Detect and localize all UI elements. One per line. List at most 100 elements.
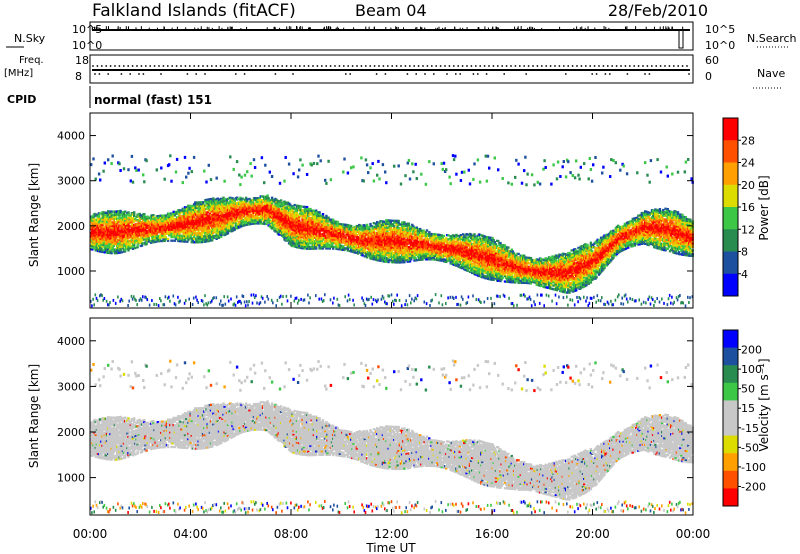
power-cell (400, 257, 404, 260)
power-cell (305, 218, 309, 221)
nave-dot (474, 65, 477, 67)
nave-dot (138, 73, 140, 75)
power-cell (102, 243, 105, 247)
power-cell (140, 298, 143, 302)
nave-dot (246, 65, 248, 67)
nave-dot (386, 65, 389, 67)
power-cell (112, 298, 115, 302)
power-cell (305, 207, 309, 211)
power-cell (321, 214, 325, 218)
nave-dot (668, 65, 671, 67)
nave-dot (615, 65, 618, 67)
power-cell (206, 303, 209, 307)
power-cell (265, 215, 268, 218)
power-cell (118, 238, 121, 242)
power-cell (289, 203, 292, 206)
nave-dot (637, 65, 640, 67)
power-cell (321, 236, 325, 239)
power-cell (275, 209, 278, 212)
power-cell (281, 302, 283, 306)
power-cell (369, 222, 372, 226)
power-cell (216, 213, 219, 217)
nave-dot (98, 73, 101, 75)
nave-dot (107, 73, 110, 75)
power-cell (222, 196, 225, 199)
power-cell (173, 239, 177, 242)
power-cell (163, 234, 166, 237)
power-cell (400, 248, 404, 251)
power-cell (134, 166, 137, 170)
power-cell (361, 296, 363, 300)
power-cell (326, 222, 329, 225)
power-cell (275, 227, 278, 230)
nave-dot (140, 65, 143, 67)
power-cell (249, 206, 252, 209)
power-cell (385, 224, 388, 227)
power-cell (201, 220, 205, 224)
power-cell (294, 296, 297, 300)
power-cell (128, 245, 131, 248)
power-cell (223, 295, 225, 299)
power-cell (301, 218, 304, 221)
power-cell (263, 211, 266, 214)
nave-dot (628, 65, 631, 67)
power-cell (102, 298, 104, 302)
power-cell (338, 237, 342, 240)
power-cell (258, 213, 261, 216)
power-cell (111, 250, 114, 253)
power-cell (394, 298, 396, 302)
power-cell (265, 222, 268, 226)
power-cell (255, 209, 258, 212)
power-cell (360, 250, 363, 253)
power-cell (94, 227, 97, 230)
power-cell (112, 244, 115, 248)
power-cell (113, 223, 117, 226)
power-cell (196, 241, 199, 244)
power-cell (227, 206, 231, 209)
power-cell (377, 159, 380, 163)
power-cell (258, 302, 261, 306)
power-cell (348, 226, 352, 229)
power-cell (253, 217, 257, 220)
power-cell (274, 224, 277, 228)
nave-dot (488, 65, 490, 67)
power-cell (305, 227, 309, 230)
nave-dot (129, 73, 132, 75)
nave-dot (642, 65, 644, 67)
power-cell (295, 209, 299, 213)
nave-dot (347, 65, 350, 67)
power-cell (388, 259, 391, 262)
power-cell (200, 237, 204, 240)
power-cell (118, 215, 121, 218)
power-cell (127, 211, 130, 214)
power-cell (374, 242, 378, 245)
power-cell (200, 240, 204, 244)
power-cell (149, 227, 153, 230)
power-cell (242, 202, 245, 205)
power-cell (258, 197, 261, 200)
power-cell (203, 206, 206, 209)
power-cell (110, 217, 113, 220)
power-cell (139, 216, 143, 219)
power-cell (103, 216, 106, 220)
nave-dot (536, 65, 539, 67)
power-cell (164, 295, 167, 299)
power-cell (123, 244, 127, 248)
nave-dot (650, 65, 653, 67)
power-cell (194, 203, 197, 206)
power-cell (92, 297, 94, 301)
power-cell (227, 229, 231, 232)
power-cell (128, 239, 131, 243)
power-cell (100, 246, 103, 250)
power-cell (230, 297, 232, 301)
power-cell (325, 181, 328, 185)
power-cell (212, 297, 214, 301)
power-cell (139, 297, 142, 301)
nave-dot (373, 65, 376, 67)
power-cell (209, 300, 212, 304)
power-cell (372, 179, 376, 183)
power-cell (307, 293, 309, 297)
nave-dot (307, 65, 310, 67)
power-cell (301, 225, 304, 228)
